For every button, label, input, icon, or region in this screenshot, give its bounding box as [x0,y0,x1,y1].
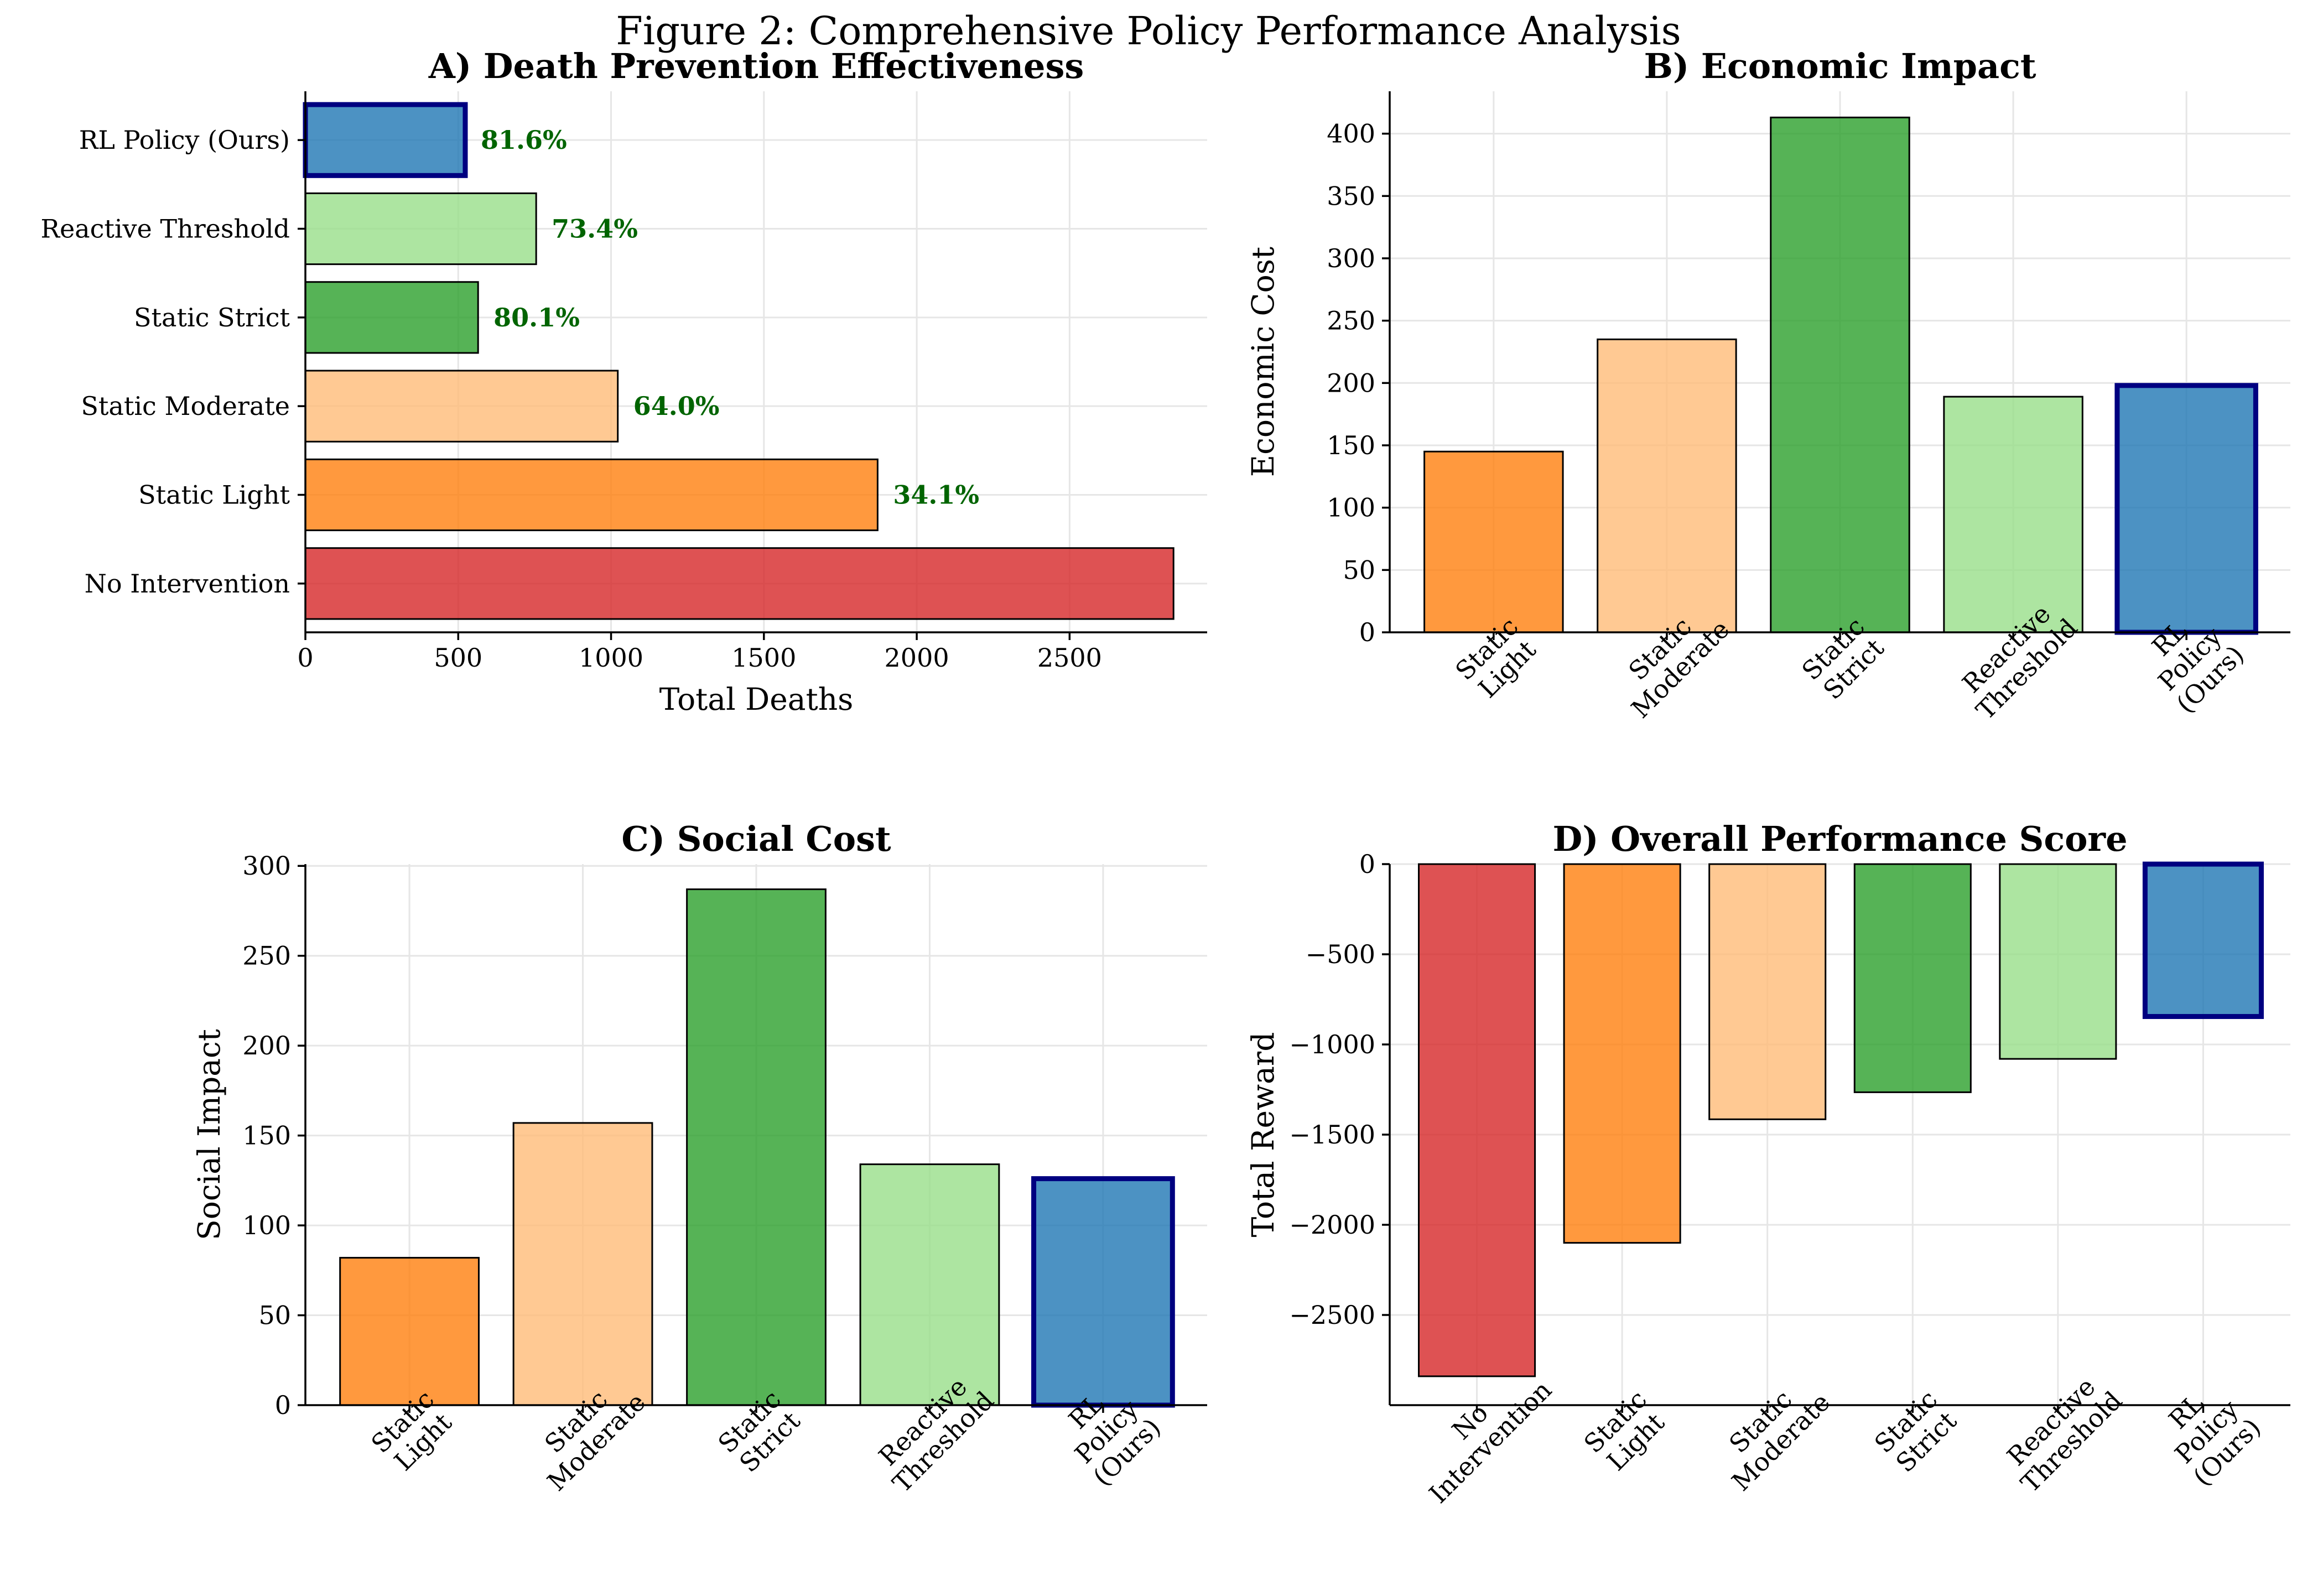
bar-static-moderate [1708,863,1827,1120]
x-tick-label: StaticLight [1578,1384,1672,1479]
bar-static-moderate [304,370,619,443]
y-tick-label: −500 [1306,939,1375,969]
bar-static-moderate [1597,338,1737,633]
panel-d: D) Overall Performance Score NoInterventi… [1245,819,2290,1509]
y-tick-label: 400 [1327,119,1375,149]
x-tick-label: 2500 [1037,643,1102,673]
y-tick-label: 300 [242,851,291,881]
panel-title: C) Social Cost [621,819,891,859]
x-tick-label-line: Intervention [1423,1375,1557,1509]
panel-title: D) Overall Performance Score [1552,819,2127,859]
x-axis-label: Total Deaths [659,682,854,717]
x-tick-label: NoIntervention [1403,1354,1557,1509]
bar-rl-policy-ours [303,102,468,178]
y-tick-label: Static Moderate [81,391,290,421]
x-tick-label: ReactiveThreshold [1994,1365,2128,1499]
y-tick-label: 50 [1343,555,1375,585]
bar-static-light [304,458,879,532]
x-tick-label: 500 [434,643,482,673]
y-tick-label: 250 [242,941,291,971]
figure-title: Figure 2: Comprehensive Policy Performan… [616,8,1681,54]
x-tick-label: StaticModerate [1706,1366,1836,1496]
y-tick-label: 300 [1327,243,1375,273]
bar-static-moderate [512,1122,653,1406]
panel-title: B) Economic Impact [1644,46,2036,86]
y-tick-label: 150 [242,1121,291,1151]
data-label-static-moderate: 64.0% [633,391,720,421]
bar-static-strict [1853,863,1972,1093]
y-tick-label: −2000 [1289,1210,1375,1240]
bar-static-strict [304,281,479,354]
y-tick-label: 0 [1359,849,1375,879]
bar-reactive-threshold [1999,863,2117,1060]
bar-rl-policy-ours [1031,1176,1175,1408]
y-tick-label: Static Strict [134,303,290,332]
x-tick-label: StaticStrict [1869,1384,1963,1479]
bar-rl-policy-ours [2114,383,2258,635]
y-tick-label: 350 [1327,181,1375,211]
x-tick-label: 1500 [731,643,796,673]
y-tick-label: −1000 [1289,1030,1375,1059]
y-tick-label: 50 [258,1301,291,1330]
x-tick-label: RLPolicy(Ours) [2147,1372,2267,1492]
x-tick-label: 0 [297,643,313,673]
x-tick-label: 1000 [579,643,643,673]
y-axis-label: Economic Cost [1245,247,1281,477]
y-tick-label: RL Policy (Ours) [79,125,290,155]
y-tick-label: 0 [1359,617,1375,647]
bar-reactive-threshold [1943,396,2083,633]
data-label-reactive-threshold: 73.4% [552,214,638,244]
x-tick-label: 2000 [885,643,949,673]
bar-static-light [1423,450,1564,633]
bar-static-light [1563,863,1681,1244]
bar-no-intervention [1418,863,1536,1377]
bar-static-light [339,1257,480,1406]
y-tick-label: Static Light [138,480,290,510]
y-tick-label: 200 [1327,368,1375,398]
y-tick-label: 150 [1327,430,1375,460]
data-label-rl-policy-ours: 81.6% [481,125,567,155]
y-tick-label: −1500 [1289,1120,1375,1150]
panel-title: A) Death Prevention Effectiveness [428,46,1084,86]
panel-a: A) Death Prevention Effectiveness No Inte… [40,46,1207,717]
y-tick-label: −2500 [1289,1300,1375,1330]
y-tick-label: 200 [242,1031,291,1060]
bar-static-strict [1770,116,1910,633]
y-tick-label: No Intervention [85,569,290,599]
bar-reactive-threshold [859,1163,1000,1406]
data-label-static-strict: 80.1% [493,303,580,332]
y-tick-label: 100 [242,1210,291,1240]
y-tick-label: 0 [275,1390,291,1420]
bar-no-intervention [304,547,1175,620]
y-axis-label: Social Impact [191,1029,227,1240]
y-tick-label: Reactive Threshold [40,214,290,244]
bar-reactive-threshold [304,192,537,266]
data-label-static-light: 34.1% [893,480,979,510]
bar-static-strict [686,888,827,1406]
bar-rl-policy-ours [2142,861,2264,1019]
y-tick-label: 250 [1327,306,1375,336]
y-tick-label: 100 [1327,493,1375,523]
y-axis-label: Total Reward [1245,1032,1281,1238]
